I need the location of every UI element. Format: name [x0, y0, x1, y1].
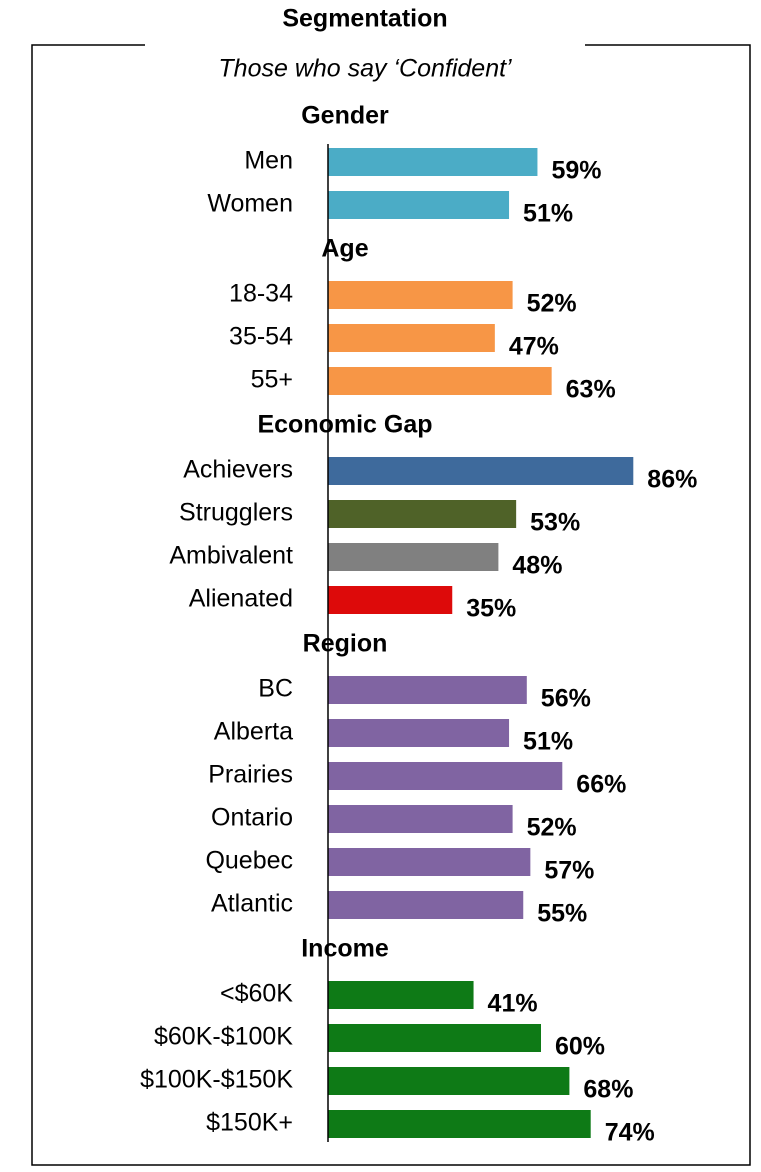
value-label: 52% [527, 814, 577, 842]
value-label: 35% [466, 595, 516, 623]
category-label: 35-54 [229, 323, 293, 351]
category-label: Alienated [189, 585, 293, 613]
group-header: Gender [301, 102, 389, 130]
category-label: $100K-$150K [140, 1066, 293, 1094]
value-label: 47% [509, 333, 559, 361]
value-label: 51% [523, 200, 573, 228]
bar [328, 367, 552, 395]
category-label: Quebec [205, 847, 293, 875]
bar [328, 457, 634, 485]
bar [328, 324, 495, 352]
category-label: Women [207, 190, 293, 218]
value-label: 63% [566, 376, 616, 404]
bar [328, 1110, 591, 1138]
value-label: 66% [576, 771, 626, 799]
category-label: Strugglers [179, 499, 293, 527]
value-label: 68% [583, 1076, 633, 1104]
bar [328, 762, 563, 790]
bar [328, 500, 517, 528]
bar [328, 543, 499, 571]
bar [328, 191, 510, 219]
bar [328, 586, 453, 614]
value-label: 59% [551, 157, 601, 185]
value-label: 41% [488, 990, 538, 1018]
value-label: 51% [523, 728, 573, 756]
category-label: Prairies [208, 761, 293, 789]
chart-title: Segmentation [282, 5, 447, 33]
category-label: Alberta [214, 718, 293, 746]
bar [328, 981, 474, 1009]
group-header: Age [321, 235, 368, 263]
bar [328, 719, 510, 747]
category-label: Ambivalent [169, 542, 293, 570]
category-label: Atlantic [211, 890, 293, 918]
bar [328, 848, 531, 876]
bar [328, 281, 513, 309]
bar [328, 891, 524, 919]
value-label: 74% [605, 1119, 655, 1147]
category-label: Achievers [183, 456, 293, 484]
value-label: 57% [544, 857, 594, 885]
group-header: Economic Gap [257, 411, 432, 439]
bar [328, 805, 513, 833]
value-label: 60% [555, 1033, 605, 1061]
value-label: 48% [512, 552, 562, 580]
group-header: Income [301, 935, 389, 963]
value-label: 52% [527, 290, 577, 318]
value-label: 86% [647, 466, 697, 494]
bar [328, 676, 527, 704]
frame [31, 44, 751, 1166]
category-label: BC [258, 675, 293, 703]
bar [328, 1024, 541, 1052]
bar [328, 1067, 570, 1095]
group-header: Region [303, 630, 388, 658]
value-label: 55% [537, 900, 587, 928]
category-label: <$60K [220, 980, 293, 1008]
category-label: $60K-$100K [154, 1023, 293, 1051]
value-label: 53% [530, 509, 580, 537]
category-label: Men [244, 147, 293, 175]
chart-subtitle: Those who say ‘Confident’ [218, 55, 512, 83]
category-label: $150K+ [206, 1109, 293, 1137]
bar [328, 148, 538, 176]
category-label: Ontario [211, 804, 293, 832]
category-label: 55+ [251, 366, 293, 394]
value-label: 56% [541, 685, 591, 713]
category-label: 18-34 [229, 280, 293, 308]
